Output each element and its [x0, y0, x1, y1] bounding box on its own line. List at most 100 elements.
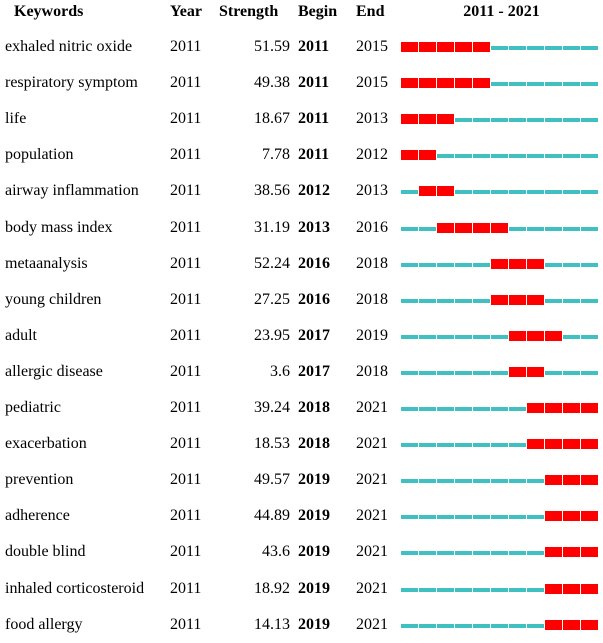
begin-cell: 2012 [298, 182, 330, 200]
year-cell: 2011 [170, 254, 202, 272]
timeline-segment [491, 479, 508, 484]
timeline-segment [563, 154, 580, 159]
keyword-cell: body mass index [5, 218, 113, 236]
strength-cell: 49.57 [254, 471, 290, 489]
keyword-cell: metaanalysis [5, 254, 88, 272]
header-keywords: Keywords [14, 3, 84, 20]
timeline-segment [527, 226, 544, 231]
header-begin: Begin [298, 3, 338, 20]
table-row: body mass index 2011 31.19 2013 2016 [0, 210, 603, 246]
end-cell: 2015 [356, 38, 388, 55]
timeline-segment [401, 515, 418, 520]
burst-segment [401, 42, 418, 52]
burst-segment [581, 583, 598, 594]
year-cell: 2011 [170, 38, 202, 55]
timeline-segment [545, 298, 562, 303]
timeline-segment [563, 370, 580, 375]
burst-segment [419, 150, 436, 161]
burst-segment [581, 511, 598, 522]
keyword-cell: adult [5, 326, 37, 344]
burst-segment [563, 583, 580, 594]
year-cell: 2011 [170, 471, 202, 489]
header-strength: Strength [219, 3, 279, 20]
timeline-segment [491, 334, 508, 339]
strength-cell: 7.78 [262, 146, 290, 164]
end-cell: 2021 [356, 507, 388, 525]
strength-cell: 44.89 [254, 507, 290, 525]
burst-timeline [400, 173, 603, 209]
timeline-segment [563, 334, 580, 339]
begin-cell: 2016 [298, 290, 330, 308]
begin-cell: 2011 [298, 74, 330, 92]
timeline-segment [473, 298, 490, 303]
timeline-segment [419, 479, 436, 484]
timeline-segment [509, 154, 526, 159]
burst-segment [491, 294, 508, 305]
end-cell: 2021 [356, 435, 388, 453]
timeline-segment [563, 118, 580, 123]
year-cell: 2011 [170, 146, 202, 164]
burst-segment [419, 42, 436, 52]
burst-timeline [400, 390, 603, 426]
end-cell: 2021 [356, 399, 388, 416]
timeline-segment [401, 407, 418, 411]
burst-segment [437, 42, 454, 52]
timeline-segment [527, 46, 544, 50]
timeline-segment [437, 587, 454, 592]
strength-cell: 27.25 [254, 290, 290, 308]
strength-cell: 18.67 [254, 110, 290, 128]
timeline-segment [581, 154, 598, 159]
timeline-segment [419, 226, 436, 231]
timeline-segment [437, 298, 454, 303]
timeline-segment [491, 443, 508, 448]
timeline-segment [437, 262, 454, 267]
keyword-cell: respiratory symptom [5, 74, 138, 92]
burst-segment [563, 619, 580, 630]
timeline-segment [527, 587, 544, 592]
burst-segment [455, 78, 472, 89]
timeline-segment [563, 298, 580, 303]
burst-segment [527, 403, 544, 413]
timeline-segment [455, 443, 472, 448]
timeline-segment [581, 298, 598, 303]
year-cell: 2011 [170, 435, 202, 453]
timeline-segment [419, 623, 436, 628]
burst-timeline [400, 498, 603, 534]
burst-segment [563, 403, 580, 413]
timeline-segment [455, 154, 472, 159]
timeline-segment [491, 118, 508, 123]
timeline-segment [437, 443, 454, 448]
timeline-segment [491, 515, 508, 520]
burst-segment [581, 547, 598, 558]
timeline-segment [581, 262, 598, 267]
timeline-segment [473, 443, 490, 448]
timeline-segment [509, 587, 526, 592]
table-row: exacerbation 2011 18.53 2018 2021 [0, 426, 603, 462]
timeline-segment [491, 407, 508, 411]
timeline-segment [401, 370, 418, 375]
timeline-segment [401, 623, 418, 628]
burst-segment [491, 258, 508, 269]
timeline-segment [473, 407, 490, 411]
timeline-segment [419, 587, 436, 592]
strength-cell: 52.24 [254, 254, 290, 272]
timeline-segment [437, 623, 454, 628]
year-cell: 2011 [170, 543, 202, 561]
timeline-segment [473, 262, 490, 267]
table-row: life 2011 18.67 2011 2013 [0, 101, 603, 137]
table-row: double blind 2011 43.6 2019 2021 [0, 534, 603, 570]
burst-segment [545, 330, 562, 341]
table-row: prevention 2011 49.57 2019 2021 [0, 462, 603, 498]
burst-timeline [400, 282, 603, 318]
burst-timeline [400, 354, 603, 390]
header-end: End [356, 3, 385, 20]
table-row: food allergy 2011 14.13 2019 2021 [0, 607, 603, 643]
burst-segment [419, 186, 436, 197]
keyword-cell: exhaled nitric oxide [5, 38, 133, 55]
timeline-segment [509, 46, 526, 50]
timeline-segment [419, 551, 436, 556]
table-row: population 2011 7.78 2011 2012 [0, 137, 603, 173]
burst-segment [455, 42, 472, 52]
end-cell: 2013 [356, 110, 388, 128]
burst-segment [419, 78, 436, 89]
